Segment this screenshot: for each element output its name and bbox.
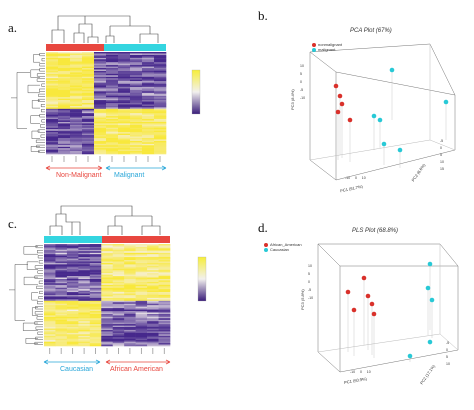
panel-a-group-left-label: Non-Malignant [56,172,102,179]
panel-c-group-right-label: African American [110,366,163,373]
panel-d-zlabel: PC3 (5.8%) [300,289,305,310]
panel-d-ticks-side: -5 0 5 10 [446,341,450,366]
panel-c-sample-labels [49,348,165,354]
panel-b-title: PCA Plot (67%) [350,28,392,34]
panel-d-legend-markers [264,243,268,252]
panel-b-letter: b. [258,8,268,23]
panel-c-group-arrows [43,359,171,365]
panel-a-group-bar-left [46,44,104,51]
panel-b-points [333,67,449,168]
panel-c-group-left-label: Caucasian [60,366,94,373]
panel-b-legend-1: malignant [318,47,336,52]
panel-d-legend-1: Caucasian [270,247,289,252]
panel-b-3d-box [309,43,456,181]
panel-b-legend-0: nonmalignant [318,42,343,47]
panel-c-letter: c. [8,216,18,231]
panel-a-dendrogram-left [11,53,45,153]
panel-c-group-bar-right [102,236,170,243]
panel-b-ticks-z: 10 5 0 -5 -10 [300,64,306,100]
panel-a-letter: a. [8,20,18,35]
panel-d-points [345,261,435,362]
panel-c-colorbar [197,256,207,302]
panel-d-ticks-z: 10 5 0 -5 -10 [308,264,314,300]
panel-a-group-arrows [45,165,167,171]
panel-c-group-bar-left [44,236,102,243]
panel-d-ticks-x: -10 0 10 [350,370,371,374]
panel-a-group-bar-right [104,44,166,51]
panel-c-dendrogram-left [9,245,43,345]
panel-d-legend-0: African_American [270,242,302,247]
panel-c-dendrogram-top [49,205,161,235]
panel-b-ticks-x: -10 0 10 [345,176,366,180]
panel-a-dendrogram-top [51,15,159,43]
panel-d-title: PLS Plot (68.8%) [352,228,399,234]
panel-a-colorbar [191,69,201,115]
panel-a-group-right-label: Malignant [114,172,145,179]
panel-b-zlabel: PC3 (8.4%) [290,89,295,110]
panel-d-letter: d. [258,220,268,235]
panel-d-3d-box [317,243,459,373]
panel-b-ticks-side: -5 0 5 10 15 [440,139,444,171]
panel-a-heatmap [46,52,167,155]
panel-b-legend-markers [312,43,316,52]
panel-c-heatmap [44,244,171,347]
panel-a-sample-labels [51,156,161,162]
